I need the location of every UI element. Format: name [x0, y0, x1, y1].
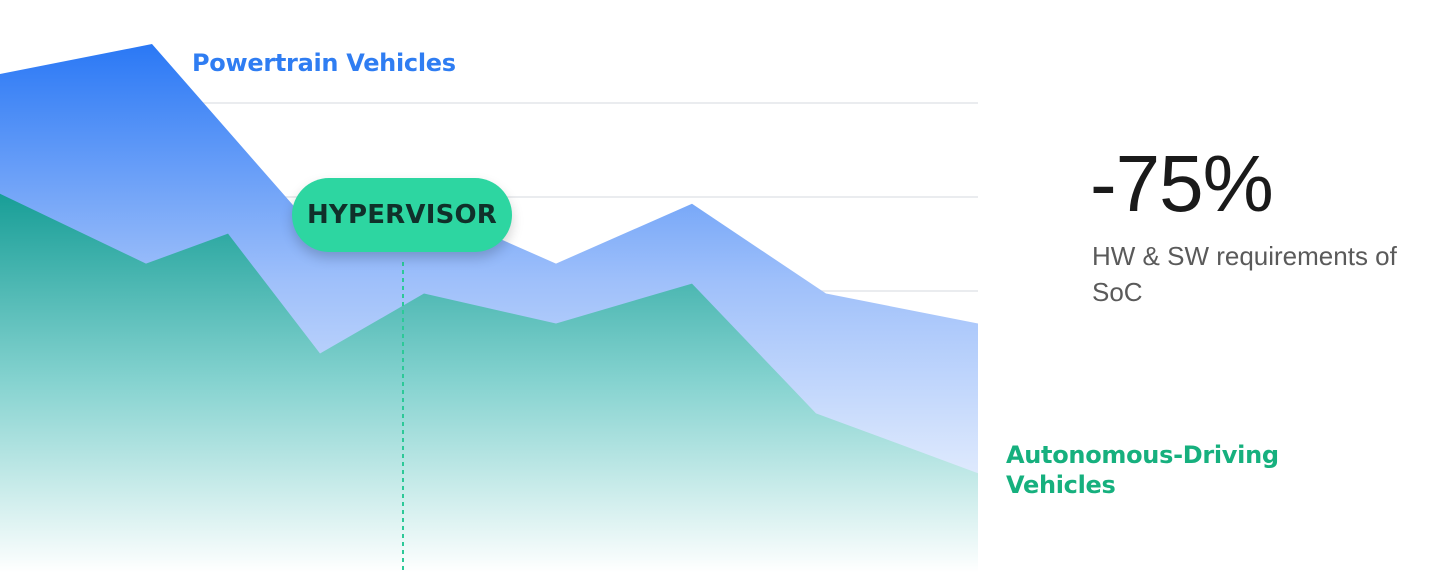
area-autonomous-driving-vehicles	[0, 193, 978, 573]
series-label-powertrain: Powertrain Vehicles	[192, 49, 456, 77]
series-label-autonomous-driving: Autonomous-Driving Vehicles	[1006, 441, 1279, 499]
kpi-value: -75%	[1090, 139, 1274, 228]
area-chart	[0, 44, 978, 574]
hypervisor-badge: HYPERVISOR	[292, 178, 512, 252]
kpi-description: HW & SW requirements of SoC	[1092, 241, 1397, 307]
